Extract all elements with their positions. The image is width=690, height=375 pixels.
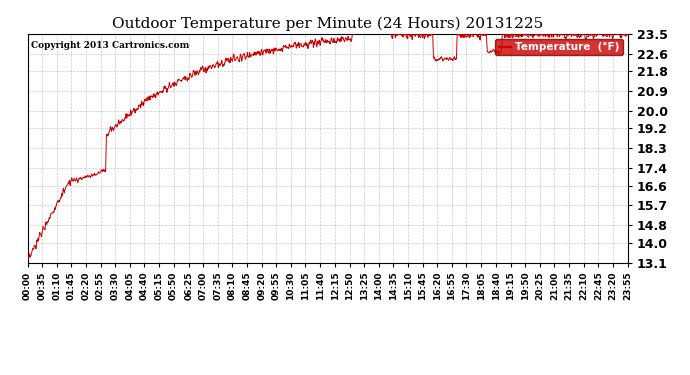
Text: Copyright 2013 Cartronics.com: Copyright 2013 Cartronics.com: [30, 40, 189, 50]
Legend: Temperature  (°F): Temperature (°F): [495, 39, 622, 55]
Title: Outdoor Temperature per Minute (24 Hours) 20131225: Outdoor Temperature per Minute (24 Hours…: [112, 17, 544, 31]
